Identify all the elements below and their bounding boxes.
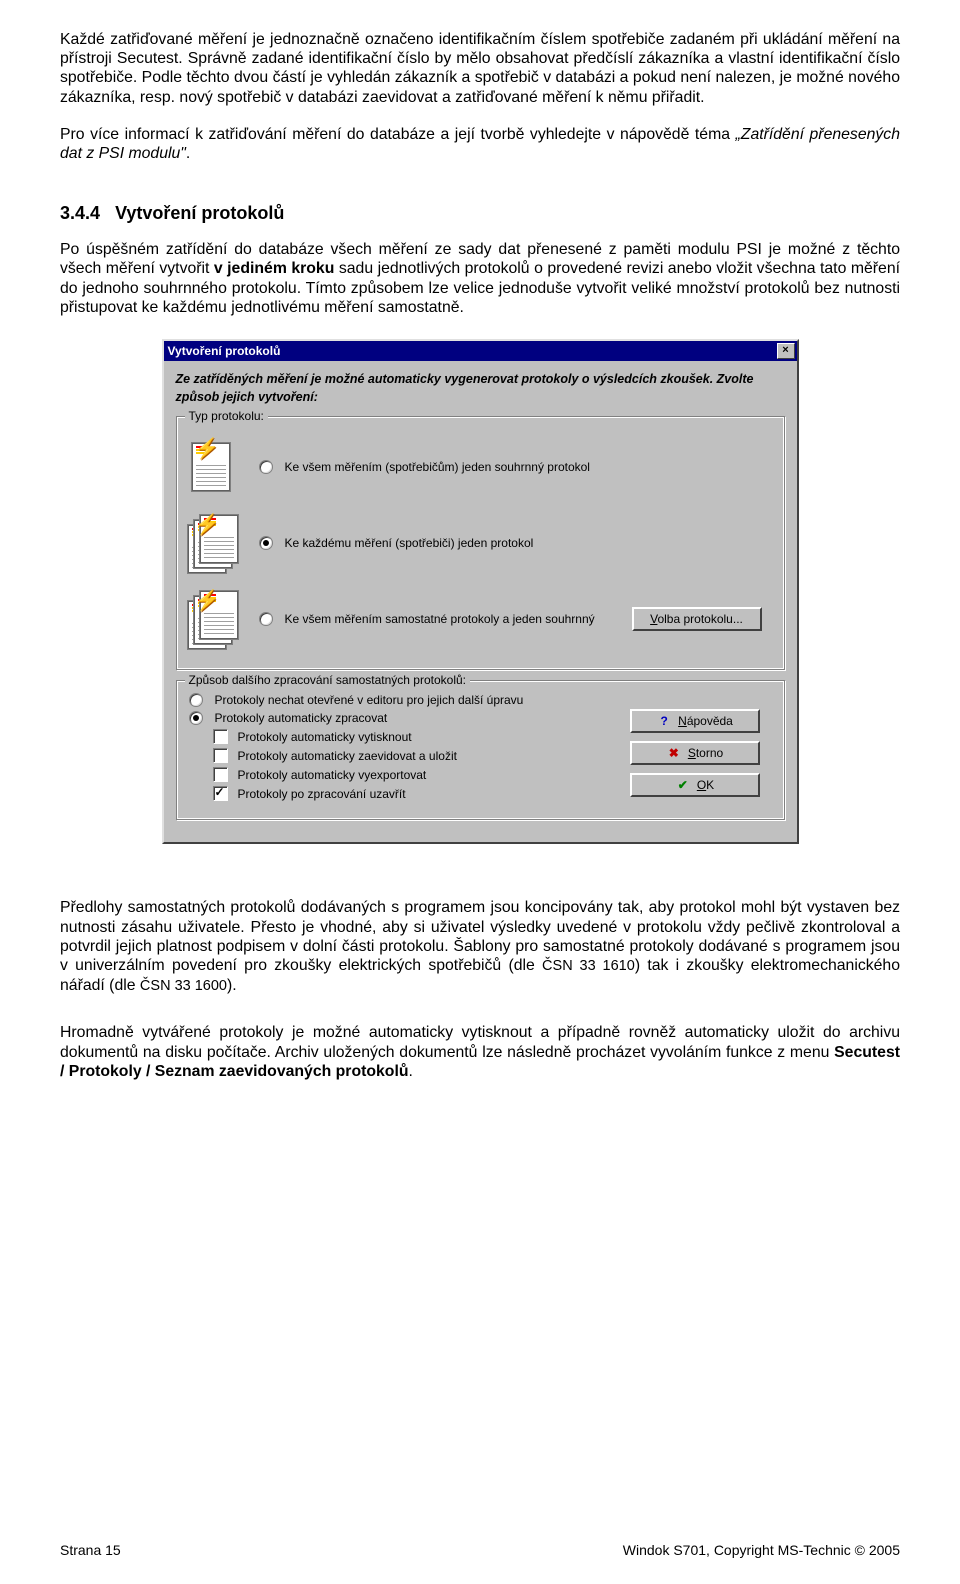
paragraph-3: Po úspěšném zatřídění do databáze všech … xyxy=(60,240,900,317)
help-rest: ápověda xyxy=(687,714,733,728)
p3-b: v jediném kroku xyxy=(214,260,334,277)
p2-text-c: . xyxy=(186,145,190,162)
chk-export[interactable] xyxy=(213,767,228,782)
group-mode-legend: Způsob dalšího zpracování samostatných p… xyxy=(185,673,471,687)
radio-1-label: Ke všem měřením (spotřebičům) jeden souh… xyxy=(285,460,774,474)
storno-rest: torno xyxy=(696,746,723,760)
dialog-title: Vytvoření protokolů xyxy=(168,344,281,358)
help-icon: ? xyxy=(656,714,672,728)
mode-radio-2[interactable] xyxy=(189,711,203,725)
help-u: N xyxy=(678,714,687,728)
mode-option-1[interactable]: Protokoly nechat otevřené v editoru pro … xyxy=(187,693,774,707)
radio-2[interactable] xyxy=(259,536,273,550)
group-protocol-type: Typ protokolu: Ke všem měřením (spotřebi… xyxy=(176,416,785,670)
btn-volba-rest: olba protokolu... xyxy=(657,612,742,626)
radio-1[interactable] xyxy=(259,460,273,474)
thumb-multi2-icon xyxy=(187,590,233,648)
cancel-icon: ✖ xyxy=(666,746,682,760)
type-option-3[interactable]: Ke všem měřením samostatné protokoly a j… xyxy=(187,583,774,655)
mode-radio-1[interactable] xyxy=(189,693,203,707)
dialog-intro: Ze zatříděných měření je možné automatic… xyxy=(176,371,785,406)
cancel-button[interactable]: ✖ Storno xyxy=(630,741,760,765)
paragraph-2: Pro více informací k zatřiďování měření … xyxy=(60,125,900,164)
section-title: Vytvoření protokolů xyxy=(115,203,284,223)
page-footer: Strana 15 Windok S701, Copyright MS-Tech… xyxy=(60,1542,900,1558)
p4-e: ). xyxy=(227,977,237,994)
chk-close[interactable] xyxy=(213,786,228,801)
radio-2-label: Ke každému měření (spotřebiči) jeden pro… xyxy=(285,536,774,550)
footer-page-number: Strana 15 xyxy=(60,1542,121,1558)
dialog-body: Ze zatříděných měření je možné automatic… xyxy=(164,361,797,842)
dialog-button-column: ? Nápověda ✖ Storno ✔ OK xyxy=(630,709,760,797)
group-type-legend: Typ protokolu: xyxy=(185,409,268,423)
close-icon[interactable]: × xyxy=(777,343,795,359)
paragraph-4: Předlohy samostatných protokolů dodávaný… xyxy=(60,898,900,995)
ok-icon: ✔ xyxy=(675,778,691,792)
create-protocols-dialog: Vytvoření protokolů × Ze zatříděných měř… xyxy=(162,339,799,844)
mode-radio-1-label: Protokoly nechat otevřené v editoru pro … xyxy=(215,693,774,707)
p4-csn1: ČSN 33 1610 xyxy=(542,958,635,974)
ok-button[interactable]: ✔ OK xyxy=(630,773,760,797)
p4-csn2: ČSN 33 1600 xyxy=(140,978,227,994)
p2-text-a: Pro více informací k zatřiďování měření … xyxy=(60,126,736,143)
choose-protocol-button[interactable]: Volba protokolu... xyxy=(632,607,762,631)
paragraph-1: Každé zatřiďované měření je jednoznačně … xyxy=(60,30,900,107)
type-option-1[interactable]: Ke všem měřením (spotřebičům) jeden souh… xyxy=(187,431,774,503)
chk-print[interactable] xyxy=(213,729,228,744)
ok-u: O xyxy=(697,778,706,792)
radio-3[interactable] xyxy=(259,612,273,626)
storno-u: S xyxy=(688,746,696,760)
type-option-2[interactable]: Ke každému měření (spotřebiči) jeden pro… xyxy=(187,507,774,579)
thumb-single-icon xyxy=(187,438,233,496)
section-heading: 3.4.4 Vytvoření protokolů xyxy=(60,203,900,224)
footer-copyright: Windok S701, Copyright MS-Technic © 2005 xyxy=(623,1542,900,1558)
document-page: Každé zatřiďované měření je jednoznačně … xyxy=(0,0,960,1584)
p5-c: . xyxy=(409,1063,413,1080)
chk-save[interactable] xyxy=(213,748,228,763)
ok-rest: K xyxy=(706,778,714,792)
paragraph-5: Hromadně vytvářené protokoly je možné au… xyxy=(60,1023,900,1081)
p5-a: Hromadně vytvářené protokoly je možné au… xyxy=(60,1024,900,1060)
dialog-titlebar[interactable]: Vytvoření protokolů × xyxy=(164,341,797,361)
thumb-multi-icon xyxy=(187,514,233,572)
group-processing-mode: Způsob dalšího zpracování samostatných p… xyxy=(176,680,785,820)
help-button[interactable]: ? Nápověda xyxy=(630,709,760,733)
section-number: 3.4.4 xyxy=(60,203,100,223)
